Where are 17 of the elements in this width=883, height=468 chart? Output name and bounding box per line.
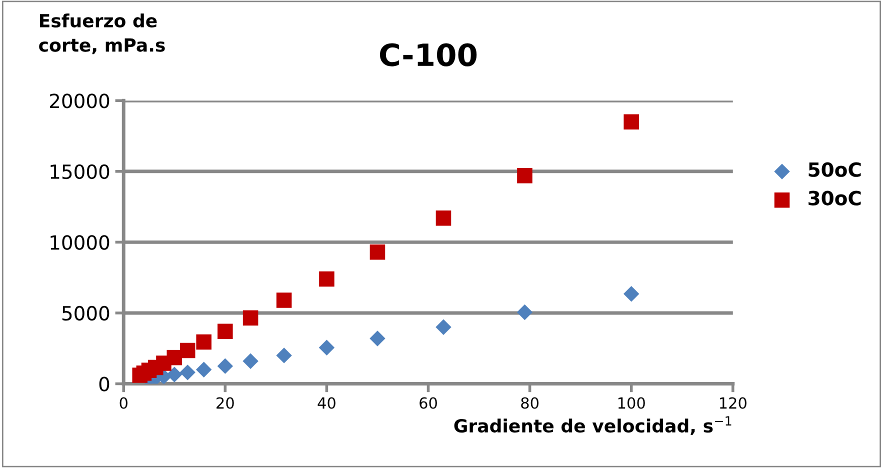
chart-title: C-100	[380, 43, 477, 66]
x-axis-title: Gradiente de velocidad, s$^{−1}$	[454, 416, 732, 435]
y-tick-label: 5000	[62, 306, 110, 321]
y-tick-label: 15000	[50, 164, 110, 180]
x-tick-label: 120	[720, 397, 746, 409]
x-tick-label: 20	[216, 397, 234, 409]
y-tick-label: 0	[99, 376, 110, 392]
y-tick-label: 20000	[50, 94, 110, 108]
x-tick-label: 60	[420, 397, 437, 409]
x-tick-label: 100	[618, 397, 645, 409]
x-tick-label: 0	[120, 397, 128, 409]
y-axis-title: Esfuerzo de corte, mPa.s	[39, 14, 165, 54]
legend-label: 30oC	[808, 190, 861, 206]
legend-label: 50oC	[808, 162, 861, 177]
y-tick-label: 10000	[50, 235, 110, 250]
x-tick-label: 40	[318, 397, 336, 409]
x-tick-label: 80	[521, 397, 539, 409]
